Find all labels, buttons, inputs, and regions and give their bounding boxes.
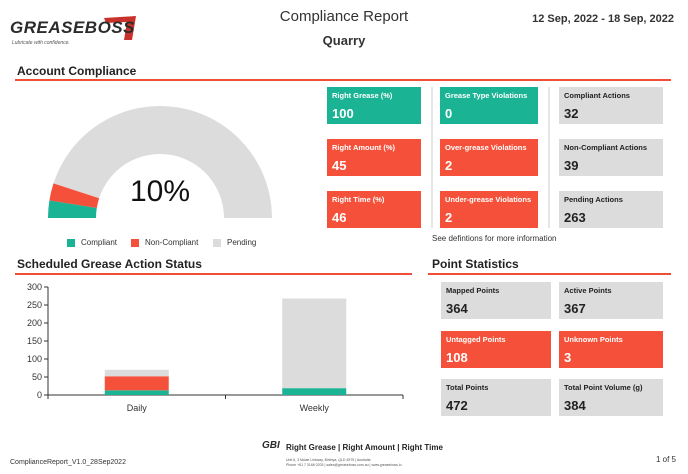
x-tick-label: Weekly bbox=[300, 403, 330, 413]
card-right-grease: Right Grease (%) 100 bbox=[327, 87, 421, 124]
legend-label-compliant: Compliant bbox=[81, 238, 118, 247]
card-value: 3 bbox=[564, 350, 572, 365]
card-total-point-volume: Total Point Volume (g) 384 bbox=[559, 379, 663, 416]
card-label: Compliant Actions bbox=[564, 91, 630, 100]
bar-pending-weekly bbox=[282, 298, 347, 389]
gauge-pending-segment bbox=[53, 105, 272, 218]
definitions-note: See defintions for more information bbox=[432, 234, 557, 243]
page-number: 1 of 5 bbox=[655, 455, 676, 464]
card-value: 367 bbox=[564, 301, 586, 316]
card-value: 108 bbox=[446, 350, 468, 365]
logo-swoosh-icon bbox=[104, 16, 136, 40]
footer-tagline: Right Grease | Right Amount | Right Time bbox=[286, 443, 443, 452]
legend-label-non-compliant: Non-Compliant bbox=[145, 238, 199, 247]
brand-tagline: Lubricate with confidence. bbox=[12, 40, 70, 46]
y-tick-label: 250 bbox=[27, 300, 42, 310]
legend-non-compliant: Non-Compliant bbox=[131, 238, 198, 247]
legend-pending: Pending bbox=[213, 238, 256, 247]
account-compliance-title: Account Compliance bbox=[17, 64, 137, 78]
bar-compliant-weekly bbox=[282, 388, 347, 395]
card-non-compliant-actions: Non-Compliant Actions 39 bbox=[559, 139, 663, 176]
legend-label-pending: Pending bbox=[227, 238, 257, 247]
card-value: 100 bbox=[332, 106, 354, 121]
card-total-points: Total Points 472 bbox=[441, 379, 551, 416]
report-title: Compliance Report bbox=[279, 8, 409, 25]
x-tick-label: Daily bbox=[127, 403, 148, 413]
card-label: Non-Compliant Actions bbox=[564, 143, 648, 152]
card-label: Total Point Volume (g) bbox=[564, 383, 643, 392]
card-label: Over-grease Violations bbox=[445, 143, 527, 152]
gauge-value: 10% bbox=[129, 175, 191, 208]
column-divider bbox=[548, 87, 550, 228]
card-right-time: Right Time (%) 46 bbox=[327, 191, 421, 228]
card-label: Unknown Points bbox=[564, 335, 623, 344]
legend-swatch-non-compliant bbox=[131, 238, 139, 247]
card-compliant-actions: Compliant Actions 32 bbox=[559, 87, 663, 124]
bar-pending-daily bbox=[104, 369, 169, 377]
y-tick-label: 50 bbox=[32, 372, 42, 382]
card-label: Mapped Points bbox=[446, 286, 500, 295]
gauge-non-compliant-segment bbox=[49, 183, 100, 208]
y-tick-label: 200 bbox=[27, 318, 42, 328]
card-label: Untagged Points bbox=[446, 335, 506, 344]
legend-swatch-pending bbox=[213, 238, 221, 247]
date-range: 12 Sep, 2022 - 18 Sep, 2022 bbox=[532, 13, 674, 25]
card-over-grease-violations: Over-grease Violations 2 bbox=[440, 139, 538, 176]
footer-address: Unit 6, 3 Mclae Linkway, Birtinya, QLD 4… bbox=[286, 458, 371, 462]
card-value: 263 bbox=[564, 210, 586, 225]
card-unknown-points: Unknown Points 3 bbox=[559, 331, 663, 368]
card-value: 32 bbox=[564, 106, 579, 121]
brand-logo: GREASEBOSS Lubricate with confidence. bbox=[8, 10, 138, 48]
card-label: Total Points bbox=[446, 383, 489, 392]
footer-logo: GBI bbox=[262, 440, 280, 451]
account-compliance-divider bbox=[15, 79, 671, 81]
card-value: 472 bbox=[446, 398, 468, 413]
point-statistics-divider bbox=[428, 273, 671, 275]
y-tick-label: 100 bbox=[27, 354, 42, 364]
card-pending-actions: Pending Actions 263 bbox=[559, 191, 663, 228]
brand-name: GREASEBOSS bbox=[10, 18, 135, 37]
card-label: Under-grease Violations bbox=[445, 195, 532, 204]
card-value: 0 bbox=[445, 106, 453, 121]
card-label: Active Points bbox=[564, 286, 612, 295]
legend-swatch-compliant bbox=[67, 238, 75, 247]
card-value: 2 bbox=[445, 158, 453, 173]
footer-file-name: ComplianceReport_V1.0_28Sep2022 bbox=[10, 459, 126, 466]
bar-compliant-daily bbox=[104, 390, 169, 395]
card-label: Pending Actions bbox=[564, 195, 623, 204]
card-right-amount: Right Amount (%) 45 bbox=[327, 139, 421, 176]
y-tick-label: 150 bbox=[27, 336, 42, 346]
card-value: 46 bbox=[332, 210, 347, 225]
card-active-points: Active Points 367 bbox=[559, 282, 663, 319]
card-untagged-points: Untagged Points 108 bbox=[441, 331, 551, 368]
y-tick-label: 300 bbox=[27, 282, 42, 292]
card-grease-type-violations: Grease Type Violations 0 bbox=[440, 87, 538, 124]
report-site: Quarry bbox=[322, 33, 366, 48]
card-label: Grease Type Violations bbox=[445, 91, 528, 100]
legend-compliant: Compliant bbox=[67, 238, 117, 247]
column-divider bbox=[431, 87, 433, 228]
scheduled-status-title: Scheduled Grease Action Status bbox=[17, 257, 202, 271]
card-value: 384 bbox=[564, 398, 586, 413]
card-label: Right Grease (%) bbox=[332, 91, 393, 100]
card-label: Right Time (%) bbox=[332, 195, 385, 204]
gauge-compliant-segment bbox=[48, 200, 97, 218]
point-statistics-title: Point Statistics bbox=[432, 257, 519, 271]
card-value: 45 bbox=[332, 158, 347, 173]
scheduled-status-chart: 0 50 100 150 200 250 300 Daily Weekly bbox=[27, 282, 404, 413]
bar-non_compliant-daily bbox=[104, 376, 169, 391]
card-value: 39 bbox=[564, 158, 579, 173]
card-label: Right Amount (%) bbox=[332, 143, 396, 152]
y-tick-label: 0 bbox=[37, 390, 42, 400]
card-under-grease-violations: Under-grease Violations 2 bbox=[440, 191, 538, 228]
compliance-gauge bbox=[48, 105, 272, 218]
card-value: 364 bbox=[446, 301, 468, 316]
card-value: 2 bbox=[445, 210, 453, 225]
scheduled-status-divider bbox=[15, 273, 412, 275]
footer-contact: Phone +61 7 3166 0203 | sales@greaseboss… bbox=[286, 463, 402, 467]
card-mapped-points: Mapped Points 364 bbox=[441, 282, 551, 319]
